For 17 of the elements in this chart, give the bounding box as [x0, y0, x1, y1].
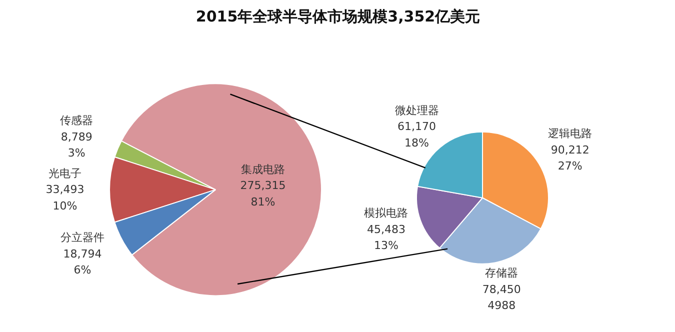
slice-label: 光电子 — [48, 166, 82, 180]
slice-label: 存储器 — [485, 266, 518, 280]
slice-label: 模拟电路 — [364, 206, 408, 220]
data-label: 18,794 6% — [63, 247, 102, 277]
slice-label: 分立器件 — [60, 231, 105, 244]
data-label: 275,315 81% — [240, 179, 286, 208]
data-label: 8,789 3% — [60, 130, 92, 160]
chart-title: 2015年全球半导体市场规模3,352亿美元 — [196, 8, 480, 26]
slice-label: 微处理器 — [394, 104, 439, 117]
slice-label: 逻辑电路 — [548, 127, 592, 140]
data-label: 33,493 10% — [46, 183, 84, 212]
data-label: 90,212 27% — [550, 143, 590, 173]
data-label: 61,170 18% — [398, 120, 436, 150]
slice-label: 集成电路 — [240, 162, 285, 176]
data-label: 78,450 4988 — [482, 282, 521, 312]
data-label: 45,483 13% — [366, 222, 406, 252]
slice-label: 传感器 — [60, 114, 94, 128]
